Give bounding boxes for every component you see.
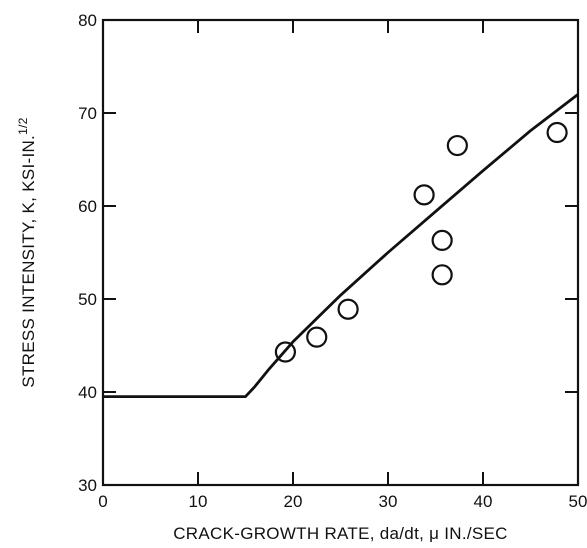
data-point [546, 121, 568, 144]
y-tick-label: 30 [78, 476, 97, 495]
data-point [306, 326, 328, 348]
y-axis-title-main: STRESS INTENSITY, K, KSI-IN. [19, 135, 38, 388]
y-tick-label: 60 [78, 197, 97, 216]
data-point [431, 264, 453, 286]
x-tick-label: 20 [284, 492, 303, 511]
x-tick-label: 30 [379, 492, 398, 511]
data-point [446, 134, 468, 157]
y-tick-label: 50 [78, 290, 97, 309]
x-tick-label: 0 [98, 492, 107, 511]
data-point [337, 298, 359, 320]
plot-frame [101, 18, 580, 487]
data-point [274, 341, 296, 363]
data-point [431, 229, 453, 252]
y-axis-title: STRESS INTENSITY, K, KSI-IN.1/2 [16, 117, 38, 387]
y-tick-label: 80 [78, 11, 97, 30]
y-tick-label: 70 [78, 104, 97, 123]
x-axis-title: CRACK-GROWTH RATE, da/dt, μ IN./SEC [173, 524, 508, 543]
data-point [413, 184, 435, 206]
x-tick-label: 40 [474, 492, 493, 511]
x-tick-label: 10 [189, 492, 208, 511]
fit-curve [103, 93, 579, 398]
x-tick-label: 50 [569, 492, 587, 511]
y-axis-title-superscript: 1/2 [16, 117, 30, 135]
y-tick-label: 40 [78, 383, 97, 402]
